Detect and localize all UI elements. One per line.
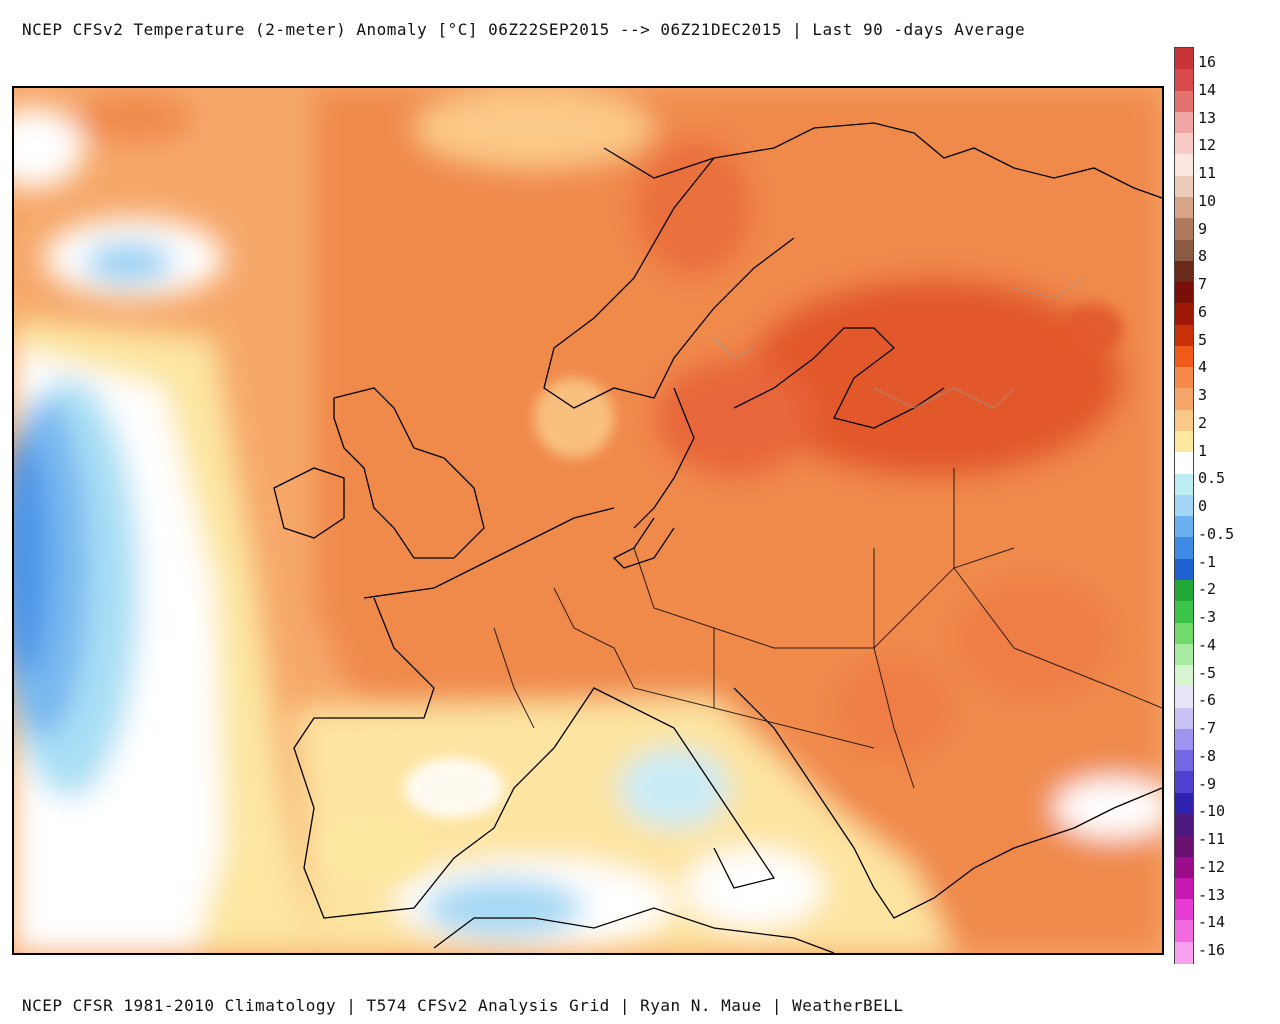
color-scale-label: 6 (1198, 302, 1208, 321)
color-scale-bar (1174, 47, 1194, 964)
color-scale-label: 9 (1198, 219, 1208, 238)
color-scale-label: 5 (1198, 330, 1208, 349)
color-scale-label: 8 (1198, 247, 1208, 266)
color-scale-swatch (1175, 111, 1193, 134)
color-scale-label: -6 (1198, 691, 1217, 710)
color-scale-swatch (1175, 452, 1193, 475)
color-scale-label: 16 (1198, 53, 1217, 71)
color-scale-label: -10 (1198, 802, 1226, 821)
color-scale-label: -9 (1198, 774, 1217, 793)
color-scale-swatch (1175, 367, 1193, 390)
color-scale-label: 2 (1198, 413, 1208, 432)
map-footer: NCEP CFSR 1981-2010 Climatology | T574 C… (22, 996, 904, 1015)
color-scale-swatch (1175, 175, 1193, 198)
color-scale-swatch (1175, 516, 1193, 538)
color-scale-label: -8 (1198, 746, 1217, 765)
anomaly-field (14, 88, 1162, 953)
color-scale-label: 11 (1198, 164, 1217, 182)
color-scale-swatch (1175, 665, 1193, 687)
color-scale-swatch (1175, 388, 1193, 411)
color-scale-swatch (1175, 771, 1193, 794)
color-scale-label: 13 (1198, 108, 1217, 127)
color-scale-swatch (1175, 622, 1193, 645)
color-scale-swatch (1175, 643, 1193, 666)
color-scale-label: -7 (1198, 719, 1217, 737)
color-scale-label: -1 (1198, 552, 1217, 571)
color-scale-swatch (1175, 90, 1193, 113)
color-scale-swatch (1175, 324, 1193, 347)
color-scale-swatch (1175, 728, 1193, 751)
color-scale-swatch (1175, 196, 1193, 219)
color-scale-swatch (1175, 473, 1193, 496)
color-scale-label: 3 (1198, 386, 1208, 404)
color-scale-swatch (1175, 707, 1193, 730)
color-scale-swatch (1175, 920, 1193, 943)
color-scale-swatch (1175, 877, 1193, 900)
color-scale-swatch (1175, 750, 1193, 773)
color-scale-label: -5 (1198, 663, 1217, 682)
color-scale-label: 0 (1198, 497, 1208, 515)
anomaly-map (12, 86, 1164, 955)
color-scale-label: 4 (1198, 358, 1208, 377)
color-scale-swatch (1175, 154, 1193, 177)
color-scale-label: 12 (1198, 136, 1217, 155)
color-scale-label: 1 (1198, 441, 1208, 460)
color-scale-swatch (1175, 218, 1193, 241)
color-scale-label: -16 (1198, 941, 1226, 959)
color-scale-swatch (1175, 814, 1193, 836)
color-scale-swatch (1175, 537, 1193, 560)
color-scale-swatch (1175, 239, 1193, 262)
color-scale-label: -12 (1198, 857, 1226, 876)
color-scale-swatch (1175, 941, 1193, 964)
color-scale-swatch (1175, 686, 1193, 709)
color-scale-label: -14 (1198, 913, 1226, 932)
color-scale-swatch (1175, 303, 1193, 326)
color-scale-swatch (1175, 835, 1193, 858)
color-scale-swatch (1175, 494, 1193, 517)
color-scale-label: -2 (1198, 580, 1217, 599)
color-scale-swatch (1175, 856, 1193, 879)
color-scale-swatch (1175, 48, 1193, 70)
color-scale-label: 7 (1198, 275, 1208, 293)
color-scale-swatch (1175, 601, 1193, 624)
color-scale-label: -11 (1198, 830, 1226, 848)
color-scale-label: 0.5 (1198, 469, 1226, 488)
color-scale-swatch (1175, 345, 1193, 368)
color-scale-label: -3 (1198, 608, 1217, 626)
map-title: NCEP CFSv2 Temperature (2-meter) Anomaly… (22, 20, 1026, 39)
color-scale-swatch (1175, 899, 1193, 922)
color-scale-label: 10 (1198, 191, 1217, 210)
color-scale-label: -4 (1198, 635, 1217, 654)
color-scale-swatch (1175, 133, 1193, 155)
color-scale-swatch (1175, 579, 1193, 602)
color-scale-swatch (1175, 792, 1193, 815)
color-scale-swatch (1175, 409, 1193, 432)
color-scale-label: -13 (1198, 885, 1226, 904)
color-scale-swatch (1175, 558, 1193, 581)
color-scale-swatch (1175, 431, 1193, 453)
color-scale-swatch (1175, 282, 1193, 304)
color-scale-label: -0.5 (1198, 524, 1235, 543)
color-scale-swatch (1175, 69, 1193, 92)
color-scale-label: 14 (1198, 80, 1217, 99)
color-scale-swatch (1175, 260, 1193, 283)
